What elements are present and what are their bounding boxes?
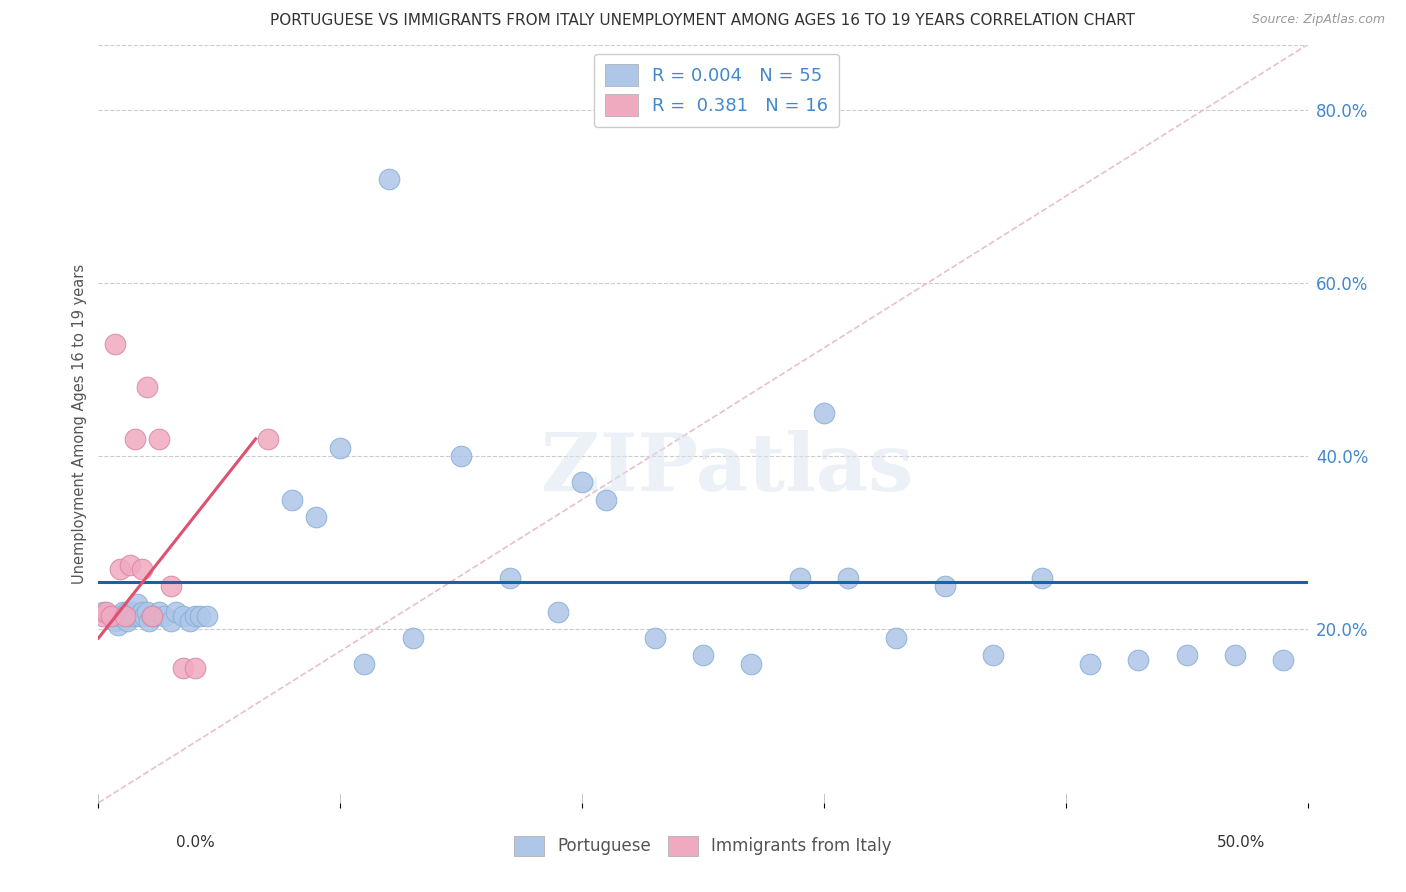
Point [138, 614, 160, 628]
Point [1128, 653, 1150, 667]
Point [789, 570, 811, 584]
Point [934, 579, 956, 593]
Point [111, 605, 134, 619]
Point [128, 609, 150, 624]
Point [108, 562, 131, 576]
Point [100, 609, 122, 624]
Point [160, 579, 183, 593]
Point [134, 609, 156, 624]
Point [127, 597, 149, 611]
Point [148, 605, 170, 619]
Point [184, 609, 207, 624]
Point [281, 492, 304, 507]
Point [195, 609, 218, 624]
Point [1175, 648, 1198, 663]
Point [172, 661, 194, 675]
Point [595, 492, 617, 507]
Point [644, 631, 666, 645]
Point [172, 609, 194, 624]
Point [114, 609, 136, 624]
Text: PORTUGUESE VS IMMIGRANTS FROM ITALY UNEMPLOYMENT AMONG AGES 16 TO 19 YEARS CORRE: PORTUGUESE VS IMMIGRANTS FROM ITALY UNEM… [270, 13, 1136, 29]
Point [1223, 648, 1246, 663]
Point [498, 570, 520, 584]
Point [131, 605, 153, 619]
Point [152, 609, 174, 624]
Point [148, 432, 170, 446]
Point [1031, 570, 1053, 584]
Point [813, 406, 835, 420]
Point [353, 657, 375, 672]
Point [118, 558, 141, 572]
Point [141, 609, 163, 624]
Text: 50.0%: 50.0% [1218, 836, 1265, 850]
Point [104, 614, 127, 628]
Text: ZIPatlas: ZIPatlas [541, 430, 914, 508]
Point [179, 614, 201, 628]
Point [402, 631, 425, 645]
Point [184, 661, 207, 675]
Point [740, 657, 762, 672]
Point [377, 172, 399, 186]
Point [100, 609, 122, 624]
Point [117, 614, 139, 628]
Point [94, 605, 117, 619]
Point [981, 648, 1004, 663]
Point [143, 609, 166, 624]
Point [1078, 657, 1101, 672]
Point [135, 380, 157, 394]
Point [141, 609, 163, 624]
Point [571, 475, 593, 490]
Point [256, 432, 278, 446]
Point [121, 605, 143, 619]
Point [104, 336, 127, 351]
Point [124, 609, 146, 624]
Point [114, 609, 136, 624]
Point [107, 618, 129, 632]
Point [118, 609, 141, 624]
Point [1272, 653, 1295, 667]
Text: 0.0%: 0.0% [176, 836, 215, 850]
Point [886, 631, 908, 645]
Text: Source: ZipAtlas.com: Source: ZipAtlas.com [1251, 13, 1385, 27]
Point [135, 605, 157, 619]
Point [91, 609, 114, 624]
Point [124, 432, 146, 446]
Point [450, 449, 472, 463]
Point [547, 605, 569, 619]
Point [131, 562, 153, 576]
Point [837, 570, 859, 584]
Point [329, 441, 352, 455]
Legend: Portuguese, Immigrants from Italy: Portuguese, Immigrants from Italy [508, 829, 898, 863]
Point [692, 648, 714, 663]
Point [305, 509, 328, 524]
Point [117, 605, 139, 619]
Point [165, 605, 187, 619]
Point [160, 614, 183, 628]
Point [108, 609, 131, 624]
Point [188, 609, 211, 624]
Point [91, 605, 114, 619]
Y-axis label: Unemployment Among Ages 16 to 19 years: Unemployment Among Ages 16 to 19 years [72, 264, 87, 583]
